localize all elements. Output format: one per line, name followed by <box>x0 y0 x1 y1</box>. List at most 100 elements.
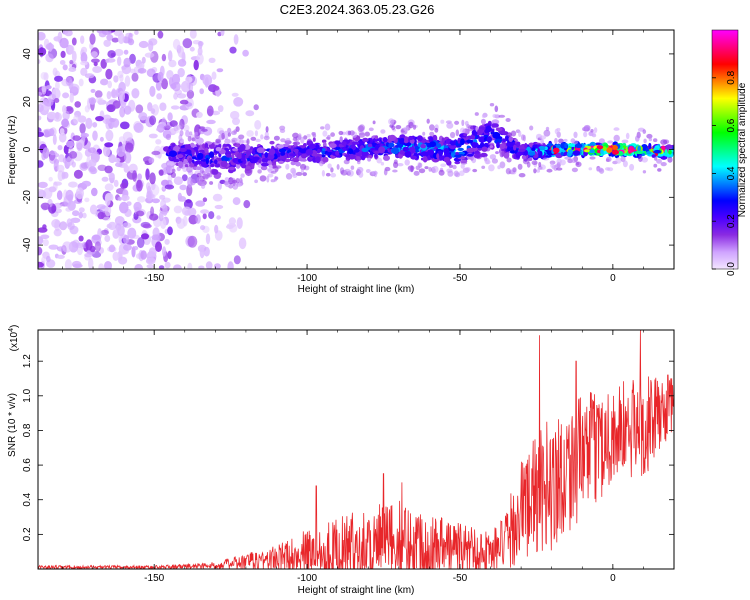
spectrogram-cell <box>78 207 85 213</box>
spectrogram-cell <box>155 80 162 91</box>
spectrogram-cell <box>280 138 286 143</box>
spectrogram-cell <box>606 147 613 154</box>
spectrogram-cell <box>169 120 178 127</box>
spectrogram-cell <box>131 88 140 99</box>
spectrogram-cell <box>289 153 297 157</box>
spectrogram-cell <box>205 167 211 174</box>
spectrogram-cell <box>45 85 52 90</box>
spectrogram-cell <box>596 145 604 150</box>
spectrogram-cell <box>163 125 171 130</box>
spectrogram-cell <box>121 195 130 201</box>
spectrogram-cell <box>468 124 474 132</box>
spectrogram-cell <box>436 143 442 148</box>
spectrogram-cell <box>538 161 542 168</box>
spectrogram-cell <box>253 104 259 111</box>
spectrogram-marks <box>38 30 674 269</box>
spectrogram-cell <box>269 164 273 170</box>
y-tick-label: 0.6 <box>22 458 33 472</box>
spectrogram-cell <box>295 161 301 167</box>
spectrogram-cell <box>164 261 171 269</box>
spectrogram-cell <box>147 102 153 112</box>
spectrogram-cell <box>486 136 492 143</box>
spectrogram-cell <box>105 129 114 142</box>
spectrogram-cell <box>643 138 647 144</box>
spectrogram-cell <box>104 183 114 191</box>
spectrogram-cell <box>177 46 185 58</box>
spectrogram-cell <box>376 157 383 164</box>
spectrogram-cell <box>119 201 129 214</box>
spectrogram-cell <box>298 133 302 140</box>
spectrogram-cell <box>129 68 136 74</box>
spectrogram-cell <box>173 145 181 152</box>
spectrogram-cell <box>420 151 428 157</box>
spectrogram-cell <box>284 158 291 163</box>
spectrogram-cell <box>124 75 131 87</box>
spectrogram-cell <box>43 129 51 138</box>
spectrogram-cell <box>81 180 92 187</box>
spectrogram-cell <box>537 148 541 155</box>
spectrogram-cell <box>300 168 305 173</box>
spectrogram-cell <box>52 181 58 192</box>
spectrogram-cell <box>491 158 498 164</box>
spectrogram-cell <box>100 78 109 86</box>
spectrogram-cell <box>443 148 450 154</box>
spectrogram-cell <box>241 163 247 169</box>
spectrogram-cell <box>238 237 247 250</box>
spectrogram-cell <box>517 163 523 170</box>
spectrogram-cell <box>114 216 125 226</box>
spectrogram-cell <box>102 114 112 125</box>
spectrogram-cell <box>521 155 527 160</box>
spectrogram-panel: -150 -100 -50 0 -40 -20 0 20 40 Height of strai… <box>7 29 675 295</box>
spectrogram-cell <box>393 161 399 168</box>
spectrogram-cell <box>187 262 193 269</box>
spectrogram-cell <box>86 155 91 168</box>
spectrogram-cell <box>194 131 199 136</box>
spectrogram-cell <box>188 157 192 165</box>
colorbar: 0.0 0.2 0.4 0.6 0.8 Normalized spectral ampl… <box>711 29 748 276</box>
spectrogram-cell <box>123 57 131 68</box>
spectrogram-cell <box>460 138 465 146</box>
spectrogram-cell <box>138 40 149 49</box>
spectrogram-cell <box>216 68 224 73</box>
spectrogram-cell <box>607 140 614 144</box>
spectrogram-cell <box>575 161 582 168</box>
spectrogram-cell <box>383 169 388 176</box>
spectrogram-cell <box>348 148 354 155</box>
spectrogram-cell <box>189 46 195 52</box>
spectrogram-cell <box>156 93 163 100</box>
spectrogram-cell <box>593 127 598 133</box>
spectrogram-cell <box>203 246 210 257</box>
spectrogram-cell <box>52 67 58 77</box>
spectrogram-cell <box>56 164 65 173</box>
spectrogram-cell <box>97 98 103 106</box>
chart-title: C2E3.2024.363.05.23.G26 <box>280 2 435 17</box>
spectrogram-cell <box>466 147 475 153</box>
spectrogram-cell <box>119 106 126 118</box>
spectrogram-cell <box>38 181 48 189</box>
spectrogram-cell <box>92 122 98 128</box>
spectrogram-cell <box>357 125 364 133</box>
spectrogram-cell <box>134 264 143 269</box>
spectrogram-cell <box>330 132 335 137</box>
spectrogram-cell <box>321 139 327 143</box>
spectrogram-cell <box>38 160 44 168</box>
spectrogram-cell <box>524 142 528 149</box>
spectrogram-cell <box>97 164 107 171</box>
spectrogram-cell <box>176 124 182 130</box>
spectrogram-cell <box>178 161 184 169</box>
spectrogram-cell <box>69 225 79 235</box>
spectrogram-cell <box>266 175 270 183</box>
spectrogram-cell <box>133 246 139 251</box>
spectrogram-cell <box>120 121 130 130</box>
spectrogram-cell <box>438 169 445 176</box>
spectrogram-cell <box>148 157 155 164</box>
spectrogram-cell <box>620 156 626 163</box>
spectrogram-cell <box>499 161 506 169</box>
spectrogram-cell <box>408 121 414 129</box>
spectrogram-cell <box>538 146 546 151</box>
spectrogram-cell <box>201 170 206 175</box>
spectrogram-cell <box>522 158 530 165</box>
spectrogram-cell <box>572 140 579 145</box>
spectrogram-cell <box>161 53 167 62</box>
spectrogram-cell <box>259 175 267 182</box>
